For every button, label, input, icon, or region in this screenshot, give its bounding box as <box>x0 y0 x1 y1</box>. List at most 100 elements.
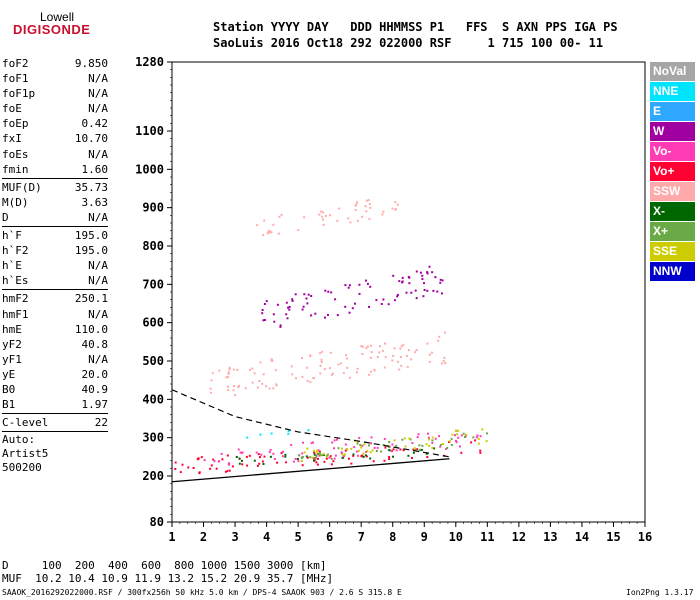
echo-point <box>416 448 419 451</box>
echo-point <box>341 453 344 456</box>
echo-point <box>383 459 386 462</box>
echo-point <box>330 373 333 376</box>
echo-point <box>226 454 229 457</box>
echo-point <box>291 299 294 302</box>
echo-point <box>408 276 411 279</box>
legend-item: W <box>650 122 695 141</box>
echo-point <box>272 452 275 455</box>
echo-point <box>296 458 299 460</box>
echo-point <box>326 453 329 456</box>
legend-item: SSE <box>650 242 695 261</box>
echo-point <box>400 345 403 348</box>
param-label: h`F <box>2 229 22 243</box>
echo-point <box>442 359 445 362</box>
echo-point <box>287 432 290 435</box>
echo-point <box>400 364 403 367</box>
echo-point <box>428 444 431 447</box>
echo-point <box>350 447 353 450</box>
echo-point <box>174 468 177 470</box>
echo-point <box>228 463 231 466</box>
echo-point <box>303 451 306 454</box>
echo-point <box>261 460 264 463</box>
echo-point <box>443 331 446 334</box>
echo-point <box>395 449 398 452</box>
x-tick-label: 13 <box>543 530 557 544</box>
y-tick-label: 600 <box>142 316 164 330</box>
echo-point <box>241 451 243 454</box>
echo-point <box>369 451 372 454</box>
echo-point <box>256 464 259 467</box>
echo-point <box>344 305 347 308</box>
x-tick-label: 11 <box>480 530 494 544</box>
echo-point <box>302 305 305 308</box>
echo-point <box>228 469 231 472</box>
echo-point <box>347 217 350 220</box>
true-height-profile <box>171 458 450 483</box>
echo-point <box>351 307 354 310</box>
echo-point <box>369 356 372 359</box>
echo-point <box>364 454 367 457</box>
param-value: 40.9 <box>81 382 109 396</box>
echo-point <box>344 453 346 456</box>
echo-point <box>431 447 434 450</box>
echo-point <box>384 356 387 359</box>
echo-point <box>421 274 424 277</box>
echo-point <box>228 462 230 465</box>
x-tick-label: 14 <box>575 530 589 544</box>
echo-point <box>295 377 297 380</box>
echo-point <box>394 201 397 204</box>
divider <box>2 431 108 433</box>
echo-point <box>443 356 446 359</box>
param-label: foF2 <box>2 57 29 70</box>
echo-point <box>343 455 345 458</box>
echo-point <box>390 450 393 453</box>
echo-point <box>270 432 273 435</box>
echo-point <box>276 461 279 464</box>
echo-point <box>273 320 276 323</box>
echo-point <box>268 387 271 390</box>
echo-point <box>251 367 254 370</box>
echo-point <box>439 278 442 281</box>
echo-point <box>329 351 332 354</box>
echo-point <box>396 203 399 206</box>
x-tick-label: 5 <box>295 530 302 544</box>
echo-point <box>234 394 237 397</box>
echo-point <box>238 462 241 465</box>
param-value: 40.8 <box>81 337 109 351</box>
echo-point <box>426 272 429 275</box>
echo-point <box>376 356 379 358</box>
echo-point <box>371 449 374 452</box>
file-info: SAAOK_2016292022000.RSF / 300fx256h 50 k… <box>2 588 402 597</box>
param-row: foF2 9.850 <box>2 56 108 71</box>
echo-point <box>457 436 460 439</box>
echo-point <box>323 368 326 371</box>
echo-point <box>414 289 417 292</box>
echo-point <box>405 291 408 294</box>
echo-point <box>212 458 215 461</box>
echo-point <box>465 433 468 436</box>
echo-point <box>363 443 366 446</box>
echo-point <box>355 450 358 453</box>
echo-point <box>454 434 456 437</box>
echo-point <box>268 451 271 454</box>
echo-point <box>409 438 412 441</box>
echo-point <box>327 290 330 293</box>
echo-point <box>422 295 425 298</box>
echo-point <box>238 457 241 460</box>
param-label: hmF1 <box>2 307 29 321</box>
echo-point <box>231 465 234 468</box>
echo-point <box>381 349 384 352</box>
echo-point <box>393 439 396 442</box>
echo-point <box>344 443 347 446</box>
echo-point <box>398 368 401 371</box>
echo-point <box>376 446 379 449</box>
echo-point <box>192 467 195 469</box>
echo-point <box>278 215 281 218</box>
param-row: fmin 1.60 <box>2 162 108 177</box>
x-tick-label: 2 <box>200 530 207 544</box>
echo-point <box>425 443 428 446</box>
param-row: yE 20.0 <box>2 367 108 382</box>
echo-point <box>375 299 378 302</box>
echo-point <box>267 230 270 233</box>
echo-point <box>238 384 240 387</box>
